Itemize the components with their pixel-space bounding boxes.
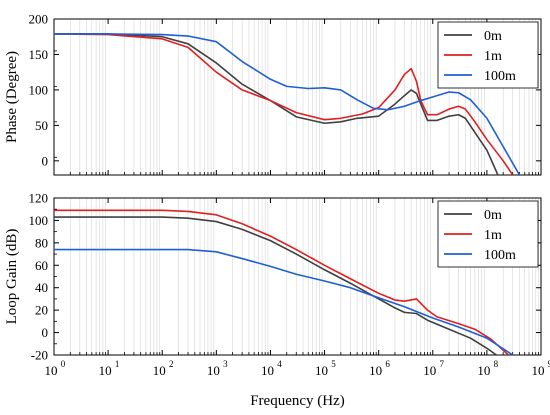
y-tick-label: 60	[35, 258, 48, 273]
x-tick-label: 10	[153, 363, 166, 378]
y-tick-label: 100	[29, 82, 49, 97]
x-tick-exponent: 1	[115, 359, 120, 369]
legend-label: 1m	[484, 49, 502, 64]
legend-label: 0m	[484, 29, 502, 44]
x-axis-label: Frequency (Hz)	[250, 393, 345, 409]
x-tick-exponent: 6	[385, 359, 390, 369]
series-group	[54, 209, 514, 355]
x-tick-label: 10	[45, 363, 58, 378]
legend: 0m 1m 100m	[437, 21, 539, 89]
y-tick-label: 20	[35, 303, 48, 318]
legend-box	[437, 21, 539, 89]
y-tick-label: -20	[31, 348, 48, 363]
y-tick-label: 0	[42, 325, 49, 340]
x-tick-label: 10	[315, 363, 328, 378]
x-tick-exponent: 0	[61, 359, 66, 369]
series-line-100m	[54, 33, 521, 175]
y-tick-label: 200	[29, 12, 49, 27]
x-tick-exponent: 2	[169, 359, 174, 369]
y-tick-label: 120	[29, 191, 49, 206]
x-tick-exponent: 8	[494, 359, 499, 369]
x-tick-exponent: 3	[223, 359, 228, 369]
x-tick-exponent: 4	[277, 359, 282, 369]
y-tick-label: 100	[29, 213, 49, 228]
y-tick-label: 50	[35, 118, 48, 133]
legend: 0m 1m 100m	[437, 200, 539, 268]
y-axis-label: Loop Gain (dB)	[4, 229, 20, 325]
legend-label: 100m	[484, 248, 516, 263]
x-tick-label: 10	[261, 363, 274, 378]
x-tick-label: 10	[207, 363, 220, 378]
y-tick-label: 0	[42, 153, 49, 168]
series-line-1m	[54, 33, 514, 175]
x-tick-label: 10	[99, 363, 112, 378]
series-line-1m	[54, 209, 509, 355]
y-tick-label: 80	[35, 235, 48, 250]
legend-label: 1m	[484, 228, 502, 243]
gain-panel: 10 0 10 1 10 2 10 3 10 4 10 5 10 6 10 7 10 8 10 9-200204060…	[4, 191, 550, 410]
phase-panel: 0 50 100 150 200 Phase (Degree) 0m 1m 100m	[4, 12, 542, 176]
x-tick-exponent: 5	[331, 359, 336, 369]
series-line-0m	[54, 216, 497, 355]
legend-label: 100m	[484, 69, 516, 84]
series-line-100m	[54, 248, 514, 355]
y-tick-label: 150	[29, 47, 49, 62]
legend-label: 0m	[484, 208, 502, 223]
y-tick-label: 40	[35, 280, 48, 295]
x-tick-exponent: 9	[548, 359, 550, 369]
series-line-0m	[54, 33, 499, 175]
y-axis-label: Phase (Degree)	[4, 51, 20, 143]
x-tick-label: 10	[423, 363, 436, 378]
x-tick-label: 10	[532, 363, 545, 378]
x-tick-label: 10	[477, 363, 490, 378]
x-tick-label: 10	[369, 363, 382, 378]
series-group	[54, 33, 521, 175]
x-tick-exponent: 7	[440, 359, 445, 369]
plot-frame	[53, 18, 542, 176]
